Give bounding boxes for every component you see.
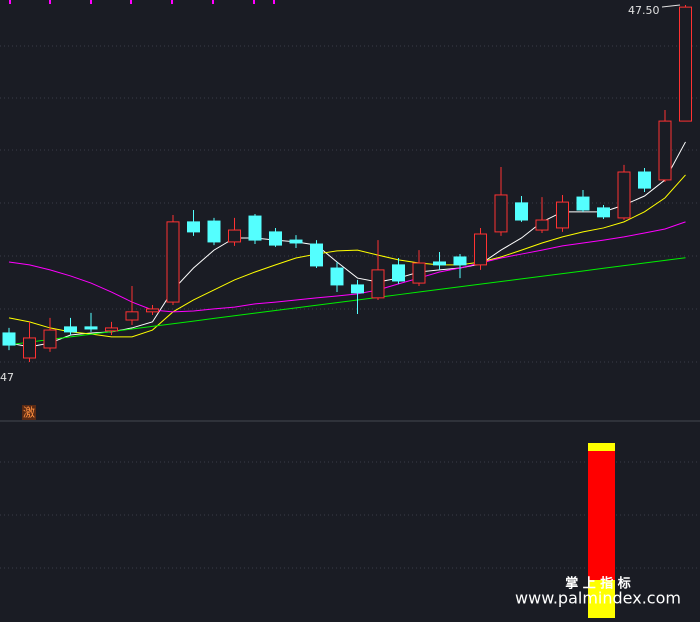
candle-body	[597, 207, 610, 218]
candle-body	[125, 311, 139, 321]
top-markers	[9, 0, 275, 4]
high-label: 47.50	[628, 4, 660, 17]
candle-body	[617, 171, 631, 219]
candle-body	[392, 264, 405, 282]
candle-body	[351, 284, 364, 294]
candle-body	[658, 120, 672, 181]
candle-body	[248, 215, 262, 241]
candle-body	[453, 256, 467, 266]
candle-body	[64, 326, 77, 333]
candle-body	[269, 231, 282, 246]
low-label: 47	[0, 371, 14, 384]
candle-body	[330, 267, 344, 286]
candle-body	[187, 221, 200, 233]
marker-box	[22, 405, 36, 420]
candle-body	[84, 326, 98, 330]
ma-line	[8, 141, 686, 348]
ma-line	[8, 221, 686, 313]
candle-body	[576, 196, 590, 211]
candle-body	[474, 233, 487, 266]
indicator-bar	[588, 443, 615, 618]
candle-body	[23, 337, 36, 359]
candle-body	[494, 194, 508, 233]
grid	[0, 45, 700, 569]
ma-line	[8, 174, 686, 338]
candle-body	[535, 219, 549, 231]
candle-body	[412, 262, 426, 284]
high-pointer	[661, 4, 681, 8]
candle-body	[556, 201, 569, 229]
candle-body	[2, 332, 16, 346]
plot	[2, 5, 692, 362]
candle-body	[146, 308, 159, 313]
watermark-url: www.palmindex.com	[515, 589, 681, 608]
ma-line	[8, 257, 686, 346]
candle-body	[679, 6, 692, 122]
watermark-title: 掌 上 指 标	[565, 576, 631, 592]
candle-body	[228, 229, 241, 243]
candle-body	[105, 327, 118, 332]
candle-body	[638, 171, 651, 189]
candle-body	[371, 269, 385, 299]
candle-body	[310, 243, 323, 267]
candle-body	[289, 239, 303, 244]
candle-body	[207, 220, 221, 243]
marker: 激	[23, 406, 35, 420]
candle-body	[515, 202, 528, 221]
candle-body	[166, 221, 180, 303]
candle-body	[433, 261, 446, 266]
candle-body	[43, 329, 57, 349]
